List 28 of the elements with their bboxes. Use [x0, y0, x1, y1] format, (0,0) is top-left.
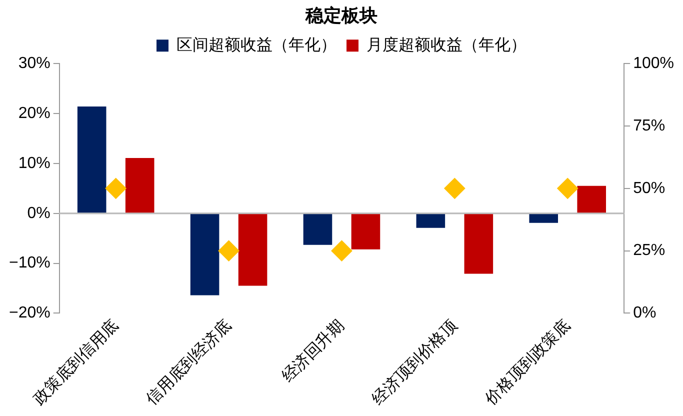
x-tick-label: 经济回升期	[278, 316, 348, 386]
y-tick-label: 30%	[18, 55, 50, 72]
chart-title: 稳定板块	[304, 5, 378, 26]
y-tick-label: 0%	[27, 204, 50, 222]
x-tick-label: 价格顶到政策底	[480, 316, 574, 409]
y2-tick-label: 25%	[633, 242, 666, 260]
y-tick-label: 10%	[18, 154, 50, 172]
x-tick-label: 经济顶到价格顶	[368, 316, 461, 408]
bar	[77, 106, 106, 213]
x-tick-label: 信用底到经济底	[142, 316, 235, 408]
y2-tick-label: 50%	[633, 180, 666, 197]
legend-label: 月度超额收益（年化）	[366, 36, 526, 54]
bar	[464, 214, 494, 274]
bar	[416, 214, 446, 228]
y-tick-label: −20%	[8, 304, 50, 322]
bar	[529, 214, 558, 223]
y2-tick-label: 0%	[633, 304, 656, 322]
bar	[351, 214, 380, 250]
bar	[238, 214, 268, 286]
y-tick-label: −10%	[8, 254, 50, 272]
y2-tick-label: 100%	[633, 55, 674, 72]
bar	[125, 158, 154, 213]
legend-label: 区间超额收益（年化）	[176, 36, 336, 54]
bar	[577, 186, 606, 213]
bar	[303, 214, 332, 245]
y2-tick-label: 75%	[633, 117, 666, 134]
y-tick-label: 20%	[18, 104, 50, 122]
bar	[190, 214, 220, 296]
